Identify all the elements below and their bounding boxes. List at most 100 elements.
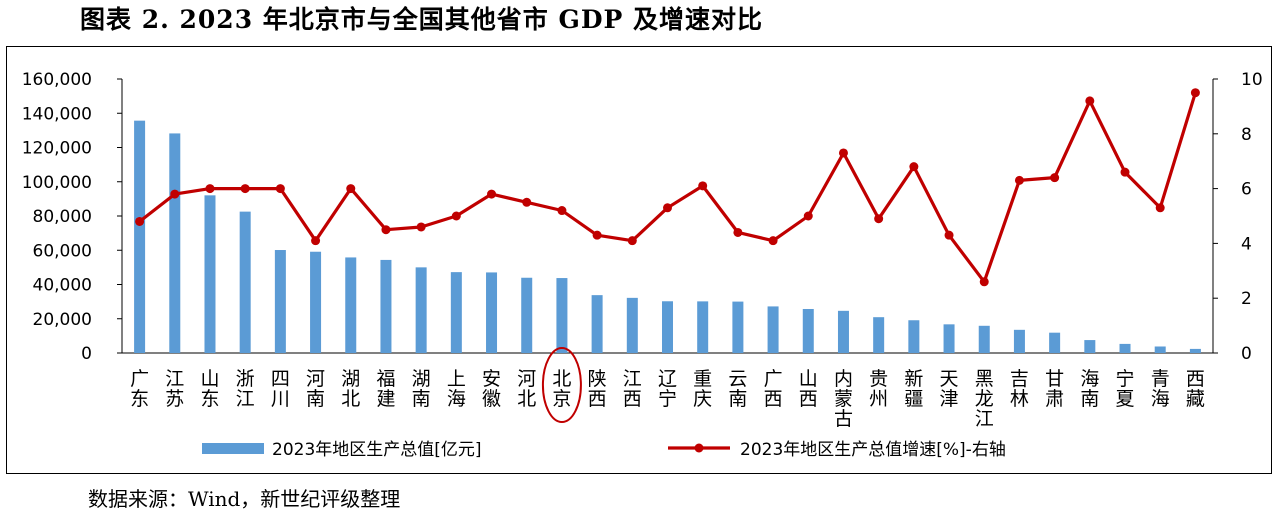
right-tick-label: 4 [1241, 234, 1252, 254]
growth-point-江苏 [170, 189, 180, 199]
growth-point-北京 [557, 206, 567, 216]
legend-line-label: 2023年地区生产总值增速[%]-右轴 [740, 440, 1006, 460]
bar-北京 [556, 278, 568, 353]
figure-title: 图表 2. 2023 年北京市与全国其他省市 GDP 及增速对比 [80, 5, 764, 34]
growth-point-陕西 [592, 230, 602, 240]
growth-point-河南 [311, 236, 321, 246]
growth-point-甘肃 [1050, 173, 1060, 183]
category-label: 上海 [447, 368, 466, 410]
category-label: 广东 [130, 368, 149, 410]
legend-bar-swatch [202, 443, 264, 454]
bar-安徽 [486, 272, 498, 353]
bar-四川 [274, 250, 286, 353]
bar-重庆 [697, 301, 709, 353]
right-tick-label: 8 [1241, 125, 1252, 145]
bar-西藏 [1189, 348, 1201, 353]
category-label: 江苏 [165, 368, 184, 410]
category-label: 四川 [271, 368, 290, 410]
category-label: 河北 [517, 368, 536, 410]
category-label: 青海 [1151, 368, 1170, 410]
right-tick-label: 0 [1241, 344, 1252, 364]
bar-甘肃 [1049, 332, 1061, 353]
legend-bar-label: 2023年地区生产总值[亿元] [272, 440, 482, 460]
category-label: 黑龙江 [975, 368, 994, 430]
category-label: 陕西 [588, 368, 607, 410]
growth-point-浙江 [240, 184, 250, 194]
growth-point-吉林 [1014, 175, 1024, 185]
category-label: 河南 [306, 368, 325, 410]
category-label: 重庆 [693, 368, 712, 410]
growth-point-福建 [381, 225, 391, 235]
bar-福建 [380, 259, 392, 353]
bar-上海 [450, 272, 462, 353]
growth-point-广西 [768, 236, 778, 246]
bar-河南 [310, 251, 322, 353]
left-tick-label: 140,000 [22, 104, 92, 124]
left-tick-label: 20,000 [33, 310, 92, 330]
growth-point-辽宁 [663, 203, 672, 213]
legend-line-marker [694, 443, 704, 453]
left-tick-label: 60,000 [33, 241, 92, 261]
category-label: 北京 [552, 368, 571, 410]
growth-point-青海 [1155, 203, 1165, 213]
bar-山西 [802, 308, 814, 353]
growth-point-海南 [1085, 96, 1095, 106]
bar-广东 [134, 120, 146, 353]
bar-山东 [204, 195, 216, 353]
right-tick-label: 6 [1241, 180, 1252, 200]
growth-series-line [138, 92, 1197, 284]
category-label: 辽宁 [658, 368, 677, 410]
chart-frame [6, 46, 1272, 474]
growth-point-天津 [944, 230, 954, 240]
growth-point-安徽 [487, 189, 497, 199]
category-label: 山东 [200, 368, 219, 410]
category-label: 天津 [940, 368, 959, 410]
category-label: 江西 [623, 368, 642, 410]
gdp-chart: 0 20,000 40,000 60,000 80,000 100,000 120,000 1… [22, 70, 1263, 460]
category-label: 宁夏 [1116, 368, 1135, 410]
left-tick-label: 160,000 [22, 70, 92, 90]
left-tick-label: 40,000 [33, 276, 92, 296]
gdp-bars [134, 120, 1201, 353]
chart-legend: 2023年地区生产总值[亿元] 2023年地区生产总值增速[%]-右轴 [202, 440, 1006, 460]
growth-point-江西 [627, 236, 637, 246]
category-label: 广西 [764, 368, 783, 410]
chart-axes: 0 20,000 40,000 60,000 80,000 100,000 120,000 1… [22, 70, 1263, 364]
growth-point-湖南 [416, 222, 426, 232]
right-tick-label: 2 [1241, 289, 1252, 309]
category-label: 贵州 [869, 368, 888, 410]
left-tick-label: 120,000 [22, 139, 92, 159]
bar-江苏 [169, 133, 181, 353]
growth-point-新疆 [909, 162, 919, 172]
growth-point-西藏 [1190, 88, 1200, 98]
bar-青海 [1154, 346, 1166, 353]
category-label: 内蒙古 [834, 368, 853, 430]
category-label: 吉林 [1010, 368, 1029, 410]
growth-point-湖北 [346, 184, 356, 194]
bar-吉林 [1013, 329, 1025, 353]
data-source-note: 数据来源：Wind，新世纪评级整理 [88, 487, 401, 511]
bar-黑龙江 [978, 325, 990, 353]
growth-point-河北 [522, 197, 532, 207]
bar-海南 [1084, 340, 1096, 353]
category-label: 湖南 [412, 368, 431, 410]
bar-湖南 [415, 267, 427, 353]
growth-point-重庆 [698, 181, 708, 191]
category-label: 海南 [1080, 368, 1099, 410]
growth-point-宁夏 [1120, 167, 1130, 177]
right-tick-label: 10 [1241, 70, 1263, 90]
category-label: 湖北 [341, 368, 360, 410]
bar-辽宁 [662, 301, 673, 353]
left-tick-label: 80,000 [33, 207, 92, 227]
bar-宁夏 [1119, 343, 1131, 353]
bar-陕西 [591, 295, 603, 353]
growth-point-云南 [733, 227, 743, 237]
category-label: 浙江 [236, 368, 255, 410]
bar-贵州 [873, 317, 885, 353]
growth-point-广东 [135, 216, 145, 226]
bar-浙江 [239, 211, 251, 353]
left-tick-label: 0 [81, 344, 92, 364]
category-label: 山西 [799, 368, 818, 410]
growth-point-内蒙古 [838, 148, 848, 158]
growth-point-贵州 [874, 214, 884, 224]
